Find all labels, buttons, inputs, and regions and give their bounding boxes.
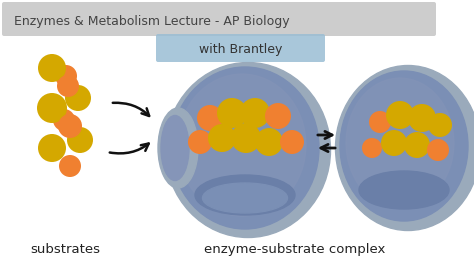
FancyBboxPatch shape xyxy=(2,2,436,36)
Circle shape xyxy=(58,114,82,138)
Ellipse shape xyxy=(340,71,468,221)
Ellipse shape xyxy=(178,74,306,216)
Circle shape xyxy=(65,85,91,111)
Ellipse shape xyxy=(202,183,288,213)
Circle shape xyxy=(38,134,66,162)
Circle shape xyxy=(38,54,66,82)
Text: enzyme-substrate complex: enzyme-substrate complex xyxy=(204,243,386,256)
Circle shape xyxy=(55,65,77,87)
Ellipse shape xyxy=(158,108,198,188)
Circle shape xyxy=(197,105,223,131)
Circle shape xyxy=(217,98,247,128)
Ellipse shape xyxy=(346,78,454,208)
Ellipse shape xyxy=(359,171,449,209)
Circle shape xyxy=(188,130,212,154)
Circle shape xyxy=(231,123,261,153)
Text: substrates: substrates xyxy=(30,243,100,256)
Circle shape xyxy=(59,155,81,177)
Ellipse shape xyxy=(165,63,330,238)
Circle shape xyxy=(428,113,452,137)
Circle shape xyxy=(57,75,79,97)
Circle shape xyxy=(240,98,270,128)
Text: Enzymes & Metabolism Lecture - AP Biology: Enzymes & Metabolism Lecture - AP Biolog… xyxy=(14,15,290,27)
Ellipse shape xyxy=(161,115,189,181)
Circle shape xyxy=(381,130,407,156)
Circle shape xyxy=(408,104,436,132)
Circle shape xyxy=(404,132,430,158)
Circle shape xyxy=(386,101,414,129)
Circle shape xyxy=(265,103,291,129)
Circle shape xyxy=(255,128,283,156)
Circle shape xyxy=(369,111,391,133)
Circle shape xyxy=(67,127,93,153)
FancyBboxPatch shape xyxy=(156,34,325,62)
Circle shape xyxy=(362,138,382,158)
Circle shape xyxy=(208,124,236,152)
Circle shape xyxy=(53,109,75,131)
Ellipse shape xyxy=(171,67,319,229)
Ellipse shape xyxy=(195,175,295,215)
Circle shape xyxy=(280,130,304,154)
Circle shape xyxy=(427,139,449,161)
Text: with Brantley: with Brantley xyxy=(199,44,283,56)
Circle shape xyxy=(37,93,67,123)
Ellipse shape xyxy=(336,65,474,231)
